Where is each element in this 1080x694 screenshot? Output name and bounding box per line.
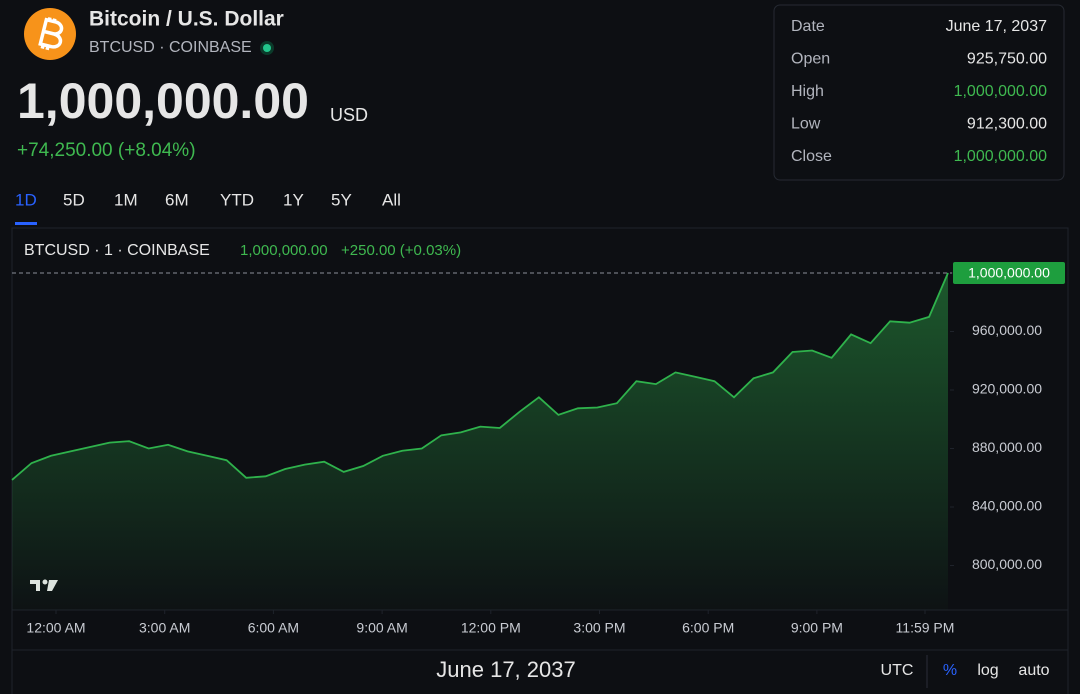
footer-date: June 17, 2037 [436,657,575,682]
x-tick-label: 6:00 PM [682,620,734,636]
timeframe-tab[interactable]: 6M [165,190,189,209]
last-price-tag [953,262,1065,284]
last-price-label: 1,000,000.00 [968,265,1050,281]
y-tick-label: 840,000.00 [972,498,1042,514]
y-tick-label: 880,000.00 [972,439,1042,455]
scale-option[interactable]: UTC [881,662,914,679]
timeframe-tab[interactable]: 1Y [283,190,304,209]
chart-panel [11,227,1069,694]
bitcoin-glyph [38,17,64,51]
timeframe-tabs: 1D 5D 1M 6M YTD 1Y 5Y All [15,190,401,225]
x-tick-label: 9:00 PM [791,620,843,636]
active-tab-underline [15,222,37,225]
ohlc-value: June 17, 2037 [946,18,1048,35]
ohlc-label: High [791,83,824,100]
footer-options: UTC% log auto [881,662,1050,679]
timeframe-tab[interactable]: YTD [220,190,254,209]
x-tick-label: 12:00 AM [26,620,85,636]
area-fill [12,273,948,610]
price-change: +74,250.00 (+8.04%) [17,140,196,161]
currency: USD [330,105,368,125]
ohlc-label: Close [791,148,832,165]
scale-option[interactable]: % [943,662,957,679]
legend-change: +250.00 (+0.03%) [341,242,461,259]
ohlc-label: Open [791,51,830,68]
timeframe-tab[interactable]: 5Y [331,190,352,209]
ohlc-rows: Date June 17, 2037 Open 925,750.00 High 1,000… [791,18,1047,165]
x-tick-label: 9:00 AM [356,620,407,636]
timeframe-tab[interactable]: 1D [15,190,37,209]
ohlc-value: 912,300.00 [967,116,1047,133]
instrument-name: Bitcoin / U.S. Dollar [89,8,284,31]
instrument-symbol: BTCUSD · COINBASE [89,39,252,56]
ohlc-label: Low [791,116,821,133]
timeframe-tab[interactable]: All [382,190,401,209]
ohlc-panel [773,4,1065,181]
legend-symbol: BTCUSD · 1 · COINBASE [24,242,210,259]
ohlc-value: 925,750.00 [967,51,1047,68]
scale-option[interactable]: auto [1018,662,1049,679]
legend-price: 1,000,000.00 [240,242,328,259]
x-tick-label: 11:59 PM [896,620,955,636]
x-tick-label: 3:00 PM [573,620,625,636]
x-tick-label: 12:00 PM [461,620,521,636]
y-tick-label: 800,000.00 [972,556,1042,572]
y-tick-label: 920,000.00 [972,381,1042,397]
timeframe-tab[interactable]: 1M [114,190,138,209]
x-tick-label: 6:00 AM [248,620,299,636]
x-tick-label: 3:00 AM [139,620,190,636]
ohlc-label: Date [791,18,825,35]
price: 1,000,000.00 [17,73,309,129]
ohlc-value: 1,000,000.00 [954,83,1048,100]
status-dot [263,44,271,52]
plot: 800,000.00 840,000.00 880,000.00 920,000.00… [11,262,1065,636]
ohlc-value: 1,000,000.00 [954,148,1048,165]
y-tick-label: 960,000.00 [972,322,1042,338]
scale-option[interactable]: log [977,662,998,679]
price-line [11,272,949,481]
timeframe-tab[interactable]: 5D [63,190,85,209]
